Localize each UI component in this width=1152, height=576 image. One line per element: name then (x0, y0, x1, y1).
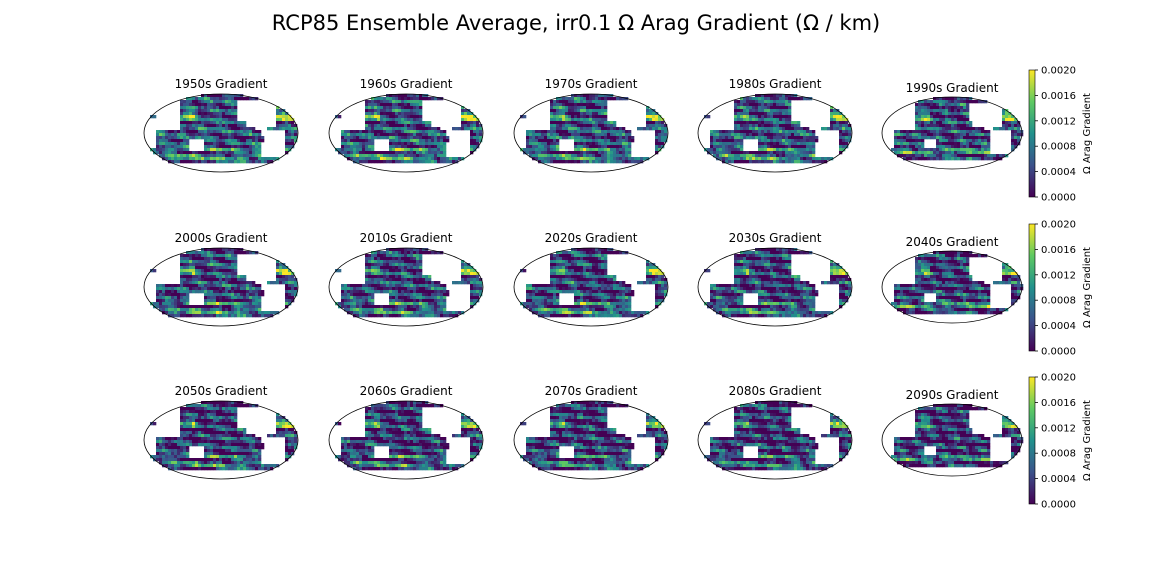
colorbar-tick-label: 0.0016 (1041, 245, 1076, 256)
colorbar-label: Ω Arag Gradient (1082, 400, 1093, 481)
colorbar-tick-label: 0.0008 (1041, 142, 1076, 153)
map-panel: 2020s Gradient (513, 231, 669, 327)
panel-title: 1950s Gradient (175, 77, 268, 91)
map-cells (520, 248, 668, 318)
panel-title: 2080s Gradient (729, 384, 822, 398)
panel-title: 2040s Gradient (906, 235, 999, 249)
map-panel: 2050s Gradient (143, 384, 299, 480)
panel-title: 1980s Gradient (729, 77, 822, 91)
map-cells (891, 97, 1024, 161)
map-panel: 2070s Gradient (513, 384, 669, 480)
colorbars: 0.0000 0.0004 0.0008 0.0012 0.0016 0.0020 Ω Ar… (1028, 66, 1093, 511)
map-cells (891, 251, 1024, 315)
colorbar-tick-label: 0.0016 (1041, 91, 1076, 102)
map-outline (328, 93, 484, 173)
map-cells (335, 248, 483, 318)
map-outline (143, 247, 299, 327)
figure-title: RCP85 Ensemble Average, irr0.1 Ω Arag Gr… (272, 11, 880, 35)
map-panel: 2090s Gradient (881, 388, 1024, 477)
panel-title: 2060s Gradient (360, 384, 453, 398)
map-outline (513, 247, 669, 327)
colorbar-tick-label: 0.0004 (1041, 321, 1076, 332)
colorbar-tick-label: 0.0016 (1041, 398, 1076, 409)
map-panel: 2000s Gradient (143, 231, 299, 327)
colorbar-bar (1028, 69, 1036, 198)
colorbar-tick-label: 0.0000 (1041, 347, 1076, 358)
map-panel: 2010s Gradient (328, 231, 484, 327)
map-cells (335, 401, 483, 471)
colorbar-bar (1028, 223, 1036, 352)
map-cells (150, 401, 298, 471)
colorbar-tick-label: 0.0012 (1041, 270, 1076, 281)
map-cells (704, 94, 852, 164)
colorbar-tick-label: 0.0000 (1041, 193, 1076, 204)
map-outline (881, 250, 1023, 324)
map-cells (150, 94, 298, 164)
panel-title: 1990s Gradient (906, 81, 999, 95)
map-outline (881, 96, 1023, 170)
map-cells (520, 401, 668, 471)
panel-title: 2090s Gradient (906, 388, 999, 402)
map-cells (704, 248, 852, 318)
colorbar-bar (1028, 376, 1036, 505)
colorbar-tick-label: 0.0000 (1041, 500, 1076, 511)
map-outline (143, 400, 299, 480)
map-cells (150, 248, 298, 318)
colorbar-tick-label: 0.0004 (1041, 167, 1076, 178)
map-cells (520, 94, 668, 164)
colorbar: 0.0000 0.0004 0.0008 0.0012 0.0016 0.0020 Ω Ar… (1028, 220, 1093, 358)
map-panel: 2060s Gradient (328, 384, 484, 480)
panel-title: 1970s Gradient (545, 77, 638, 91)
map-cells (704, 401, 852, 471)
panel-title: 2030s Gradient (729, 231, 822, 245)
panel-title: 2070s Gradient (545, 384, 638, 398)
map-outline (697, 247, 853, 327)
map-panel: 2080s Gradient (697, 384, 853, 480)
map-cells (891, 404, 1024, 468)
map-outline (697, 93, 853, 173)
colorbar-tick-label: 0.0008 (1041, 296, 1076, 307)
panel-title: 2020s Gradient (545, 231, 638, 245)
panel-title: 2010s Gradient (360, 231, 453, 245)
colorbar-tick-label: 0.0008 (1041, 449, 1076, 460)
map-panel: 1990s Gradient (881, 81, 1024, 170)
panel-title: 1960s Gradient (360, 77, 453, 91)
map-outline (513, 400, 669, 480)
map-outline (143, 93, 299, 173)
map-panel: 1960s Gradient (328, 77, 484, 173)
colorbar: 0.0000 0.0004 0.0008 0.0012 0.0016 0.0020 Ω Ar… (1028, 66, 1093, 204)
map-outline (328, 400, 484, 480)
colorbar-tick-label: 0.0020 (1041, 66, 1076, 77)
colorbar-tick-label: 0.0012 (1041, 423, 1076, 434)
map-panel: 1980s Gradient (697, 77, 853, 173)
map-panel: 1950s Gradient (143, 77, 299, 173)
map-outline (881, 403, 1023, 477)
colorbar-tick-label: 0.0020 (1041, 373, 1076, 384)
colorbar-tick-label: 0.0020 (1041, 220, 1076, 231)
colorbar-label: Ω Arag Gradient (1082, 247, 1093, 328)
map-outline (697, 400, 853, 480)
panel-title: 2050s Gradient (175, 384, 268, 398)
map-panel: 1970s Gradient (513, 77, 669, 173)
map-outline (513, 93, 669, 173)
map-panel: 2030s Gradient (697, 231, 853, 327)
colorbar-tick-label: 0.0012 (1041, 116, 1076, 127)
map-outline (328, 247, 484, 327)
map-panels: 1950s Gradient 1960s Gradient 1970s Gradie… (143, 77, 1024, 480)
colorbar: 0.0000 0.0004 0.0008 0.0012 0.0016 0.0020 Ω Ar… (1028, 373, 1093, 511)
colorbar-tick-label: 0.0004 (1041, 474, 1076, 485)
map-cells (335, 94, 483, 164)
map-panel: 2040s Gradient (881, 235, 1024, 324)
panel-title: 2000s Gradient (175, 231, 268, 245)
colorbar-label: Ω Arag Gradient (1082, 93, 1093, 174)
